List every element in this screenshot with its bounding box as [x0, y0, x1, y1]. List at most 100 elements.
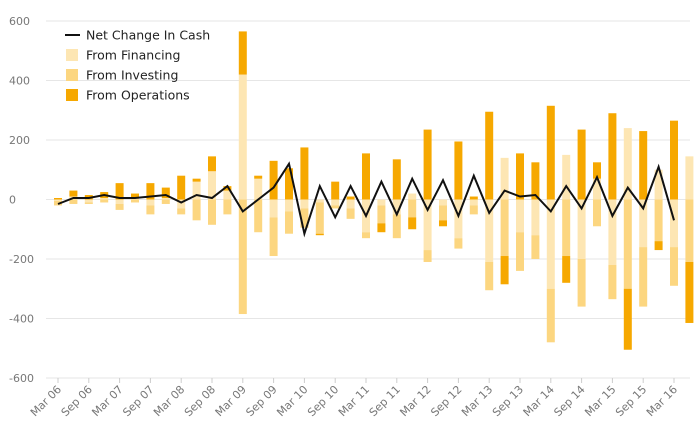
- bar-from-operations-mar-09: [238, 31, 247, 75]
- bar-from-financing-mar-13: [485, 199, 494, 262]
- bar-from-financing-dec-08: [223, 190, 232, 200]
- bar-from-operations-dec-08: [223, 186, 232, 191]
- bar-from-investing-mar-09: [238, 199, 247, 315]
- x-tick-label: Sep 15: [613, 383, 649, 419]
- x-tick-label: Mar 16: [644, 383, 680, 419]
- x-tick-label: Mar 13: [459, 383, 495, 419]
- bar-from-financing-jun-16: [685, 156, 694, 200]
- bar-from-financing-sep-10: [331, 199, 340, 206]
- legend: Net Change In Cash From Financing From Inv…: [65, 28, 210, 103]
- bar-from-operations-sep-15: [639, 131, 648, 200]
- bar-from-operations-mar-08: [177, 175, 186, 200]
- bar-from-operations-jun-13: [500, 256, 509, 285]
- x-tick-label: Mar 09: [213, 383, 249, 419]
- x-tick-label: Sep 06: [59, 383, 95, 419]
- x-tick-label: Sep 09: [243, 383, 279, 419]
- bar-from-operations-mar-13: [485, 111, 494, 200]
- legend-swatch-from-investing: [66, 69, 78, 81]
- bar-from-investing-dec-13: [531, 235, 540, 259]
- bar-from-investing-sep-09: [269, 217, 278, 257]
- bar-from-investing-sep-10: [331, 205, 340, 209]
- bar-from-investing-dec-12: [469, 205, 478, 215]
- y-tick-label: 0: [9, 194, 16, 207]
- bar-from-investing-jun-08: [192, 199, 201, 221]
- bar-from-investing-sep-12: [454, 238, 463, 249]
- legend-swatch-from-financing: [66, 49, 78, 61]
- bar-from-financing-mar-14: [546, 199, 555, 289]
- bar-from-investing-sep-11: [392, 214, 401, 239]
- bar-from-investing-jun-07: [131, 199, 139, 203]
- bar-from-financing-dec-15: [654, 169, 663, 200]
- bar-from-operations-mar-15: [608, 113, 617, 200]
- bar-from-financing-jun-14: [562, 154, 571, 200]
- bar-from-investing-mar-16: [670, 247, 678, 286]
- bar-from-investing-dec-08: [223, 199, 232, 215]
- bar-from-operations-dec-10: [346, 196, 355, 200]
- bar-from-financing-dec-13: [531, 199, 540, 236]
- net-change-line: [57, 161, 675, 238]
- bar-from-financing-jun-11: [377, 199, 386, 206]
- x-tick-label: Sep 10: [305, 383, 341, 419]
- bar-from-operations-dec-13: [531, 162, 540, 200]
- bar-from-operations-jun-11: [377, 223, 386, 233]
- x-tick-label: Sep 13: [490, 383, 526, 419]
- bar-from-financing-sep-14: [577, 199, 586, 259]
- bar-from-investing-sep-08: [208, 199, 216, 225]
- bar-from-investing-sep-07: [146, 205, 155, 215]
- bar-from-operations-jun-08: [192, 178, 201, 182]
- bar-from-operations-sep-10: [331, 181, 340, 200]
- x-tick-label: Sep 07: [120, 383, 156, 419]
- bar-from-investing-sep-06: [84, 202, 93, 204]
- bar-from-operations-jun-07: [131, 193, 139, 199]
- y-tick-label: 600: [9, 15, 30, 28]
- bar-from-investing-jun-14: [562, 199, 571, 257]
- bar-from-investing-jun-10: [315, 202, 324, 234]
- bar-from-financing-mar-06: [54, 199, 62, 201]
- bar-from-operations-mar-06: [54, 198, 62, 200]
- bar-from-investing-mar-11: [362, 232, 370, 239]
- bar-from-financing-dec-09: [285, 199, 293, 212]
- bar-from-operations-sep-11: [392, 159, 401, 200]
- bar-from-investing-dec-15: [654, 199, 663, 242]
- legend-label: Net Change In Cash: [86, 28, 210, 43]
- bar-from-financing-dec-11: [408, 193, 417, 200]
- bar-from-operations-jun-09: [254, 175, 263, 179]
- bar-from-operations-mar-16: [670, 120, 678, 200]
- bar-from-operations-jun-14: [562, 256, 571, 283]
- x-tick-label: Mar 10: [274, 383, 310, 419]
- y-tick-label: 400: [9, 75, 30, 88]
- bar-from-financing-dec-14: [593, 178, 601, 200]
- bar-from-operations-jun-10: [315, 233, 324, 236]
- bar-from-investing-dec-06: [100, 199, 109, 203]
- bar-from-operations-sep-09: [269, 160, 278, 200]
- bar-from-operations-mar-10: [300, 147, 309, 200]
- x-tick-label: Mar 06: [28, 383, 64, 419]
- bar-from-operations-dec-09: [285, 168, 293, 200]
- x-tick-label: Mar 15: [582, 383, 618, 419]
- bar-from-financing-jun-13: [500, 157, 509, 200]
- bar-from-investing-mar-14: [546, 288, 555, 343]
- bar-from-financing-jun-08: [192, 181, 201, 200]
- line-layer: [57, 161, 675, 238]
- bar-from-investing-jun-06: [69, 199, 78, 204]
- bar-from-operations-jun-16: [685, 261, 694, 323]
- bar-from-financing-sep-13: [516, 199, 524, 233]
- bar-from-financing-sep-11: [392, 199, 401, 215]
- bar-from-investing-mar-08: [177, 208, 186, 215]
- bar-from-financing-jun-09: [254, 178, 263, 200]
- legend-label: From Investing: [86, 68, 178, 83]
- bar-from-investing-mar-10: [300, 208, 309, 228]
- bar-from-investing-mar-07: [115, 203, 124, 210]
- bar-from-operations-jun-12: [439, 220, 447, 227]
- bar-from-financing-jun-15: [623, 128, 632, 200]
- bar-from-operations-dec-11: [408, 217, 417, 230]
- bar-from-financing-dec-12: [469, 199, 478, 206]
- bar-from-investing-jun-11: [377, 205, 386, 224]
- bar-from-investing-sep-13: [516, 232, 524, 271]
- bar-from-investing-jun-15: [623, 199, 632, 289]
- bar-from-operations-dec-14: [593, 162, 601, 179]
- bar-from-investing-dec-09: [285, 211, 293, 234]
- bar-from-investing-dec-14: [593, 199, 601, 227]
